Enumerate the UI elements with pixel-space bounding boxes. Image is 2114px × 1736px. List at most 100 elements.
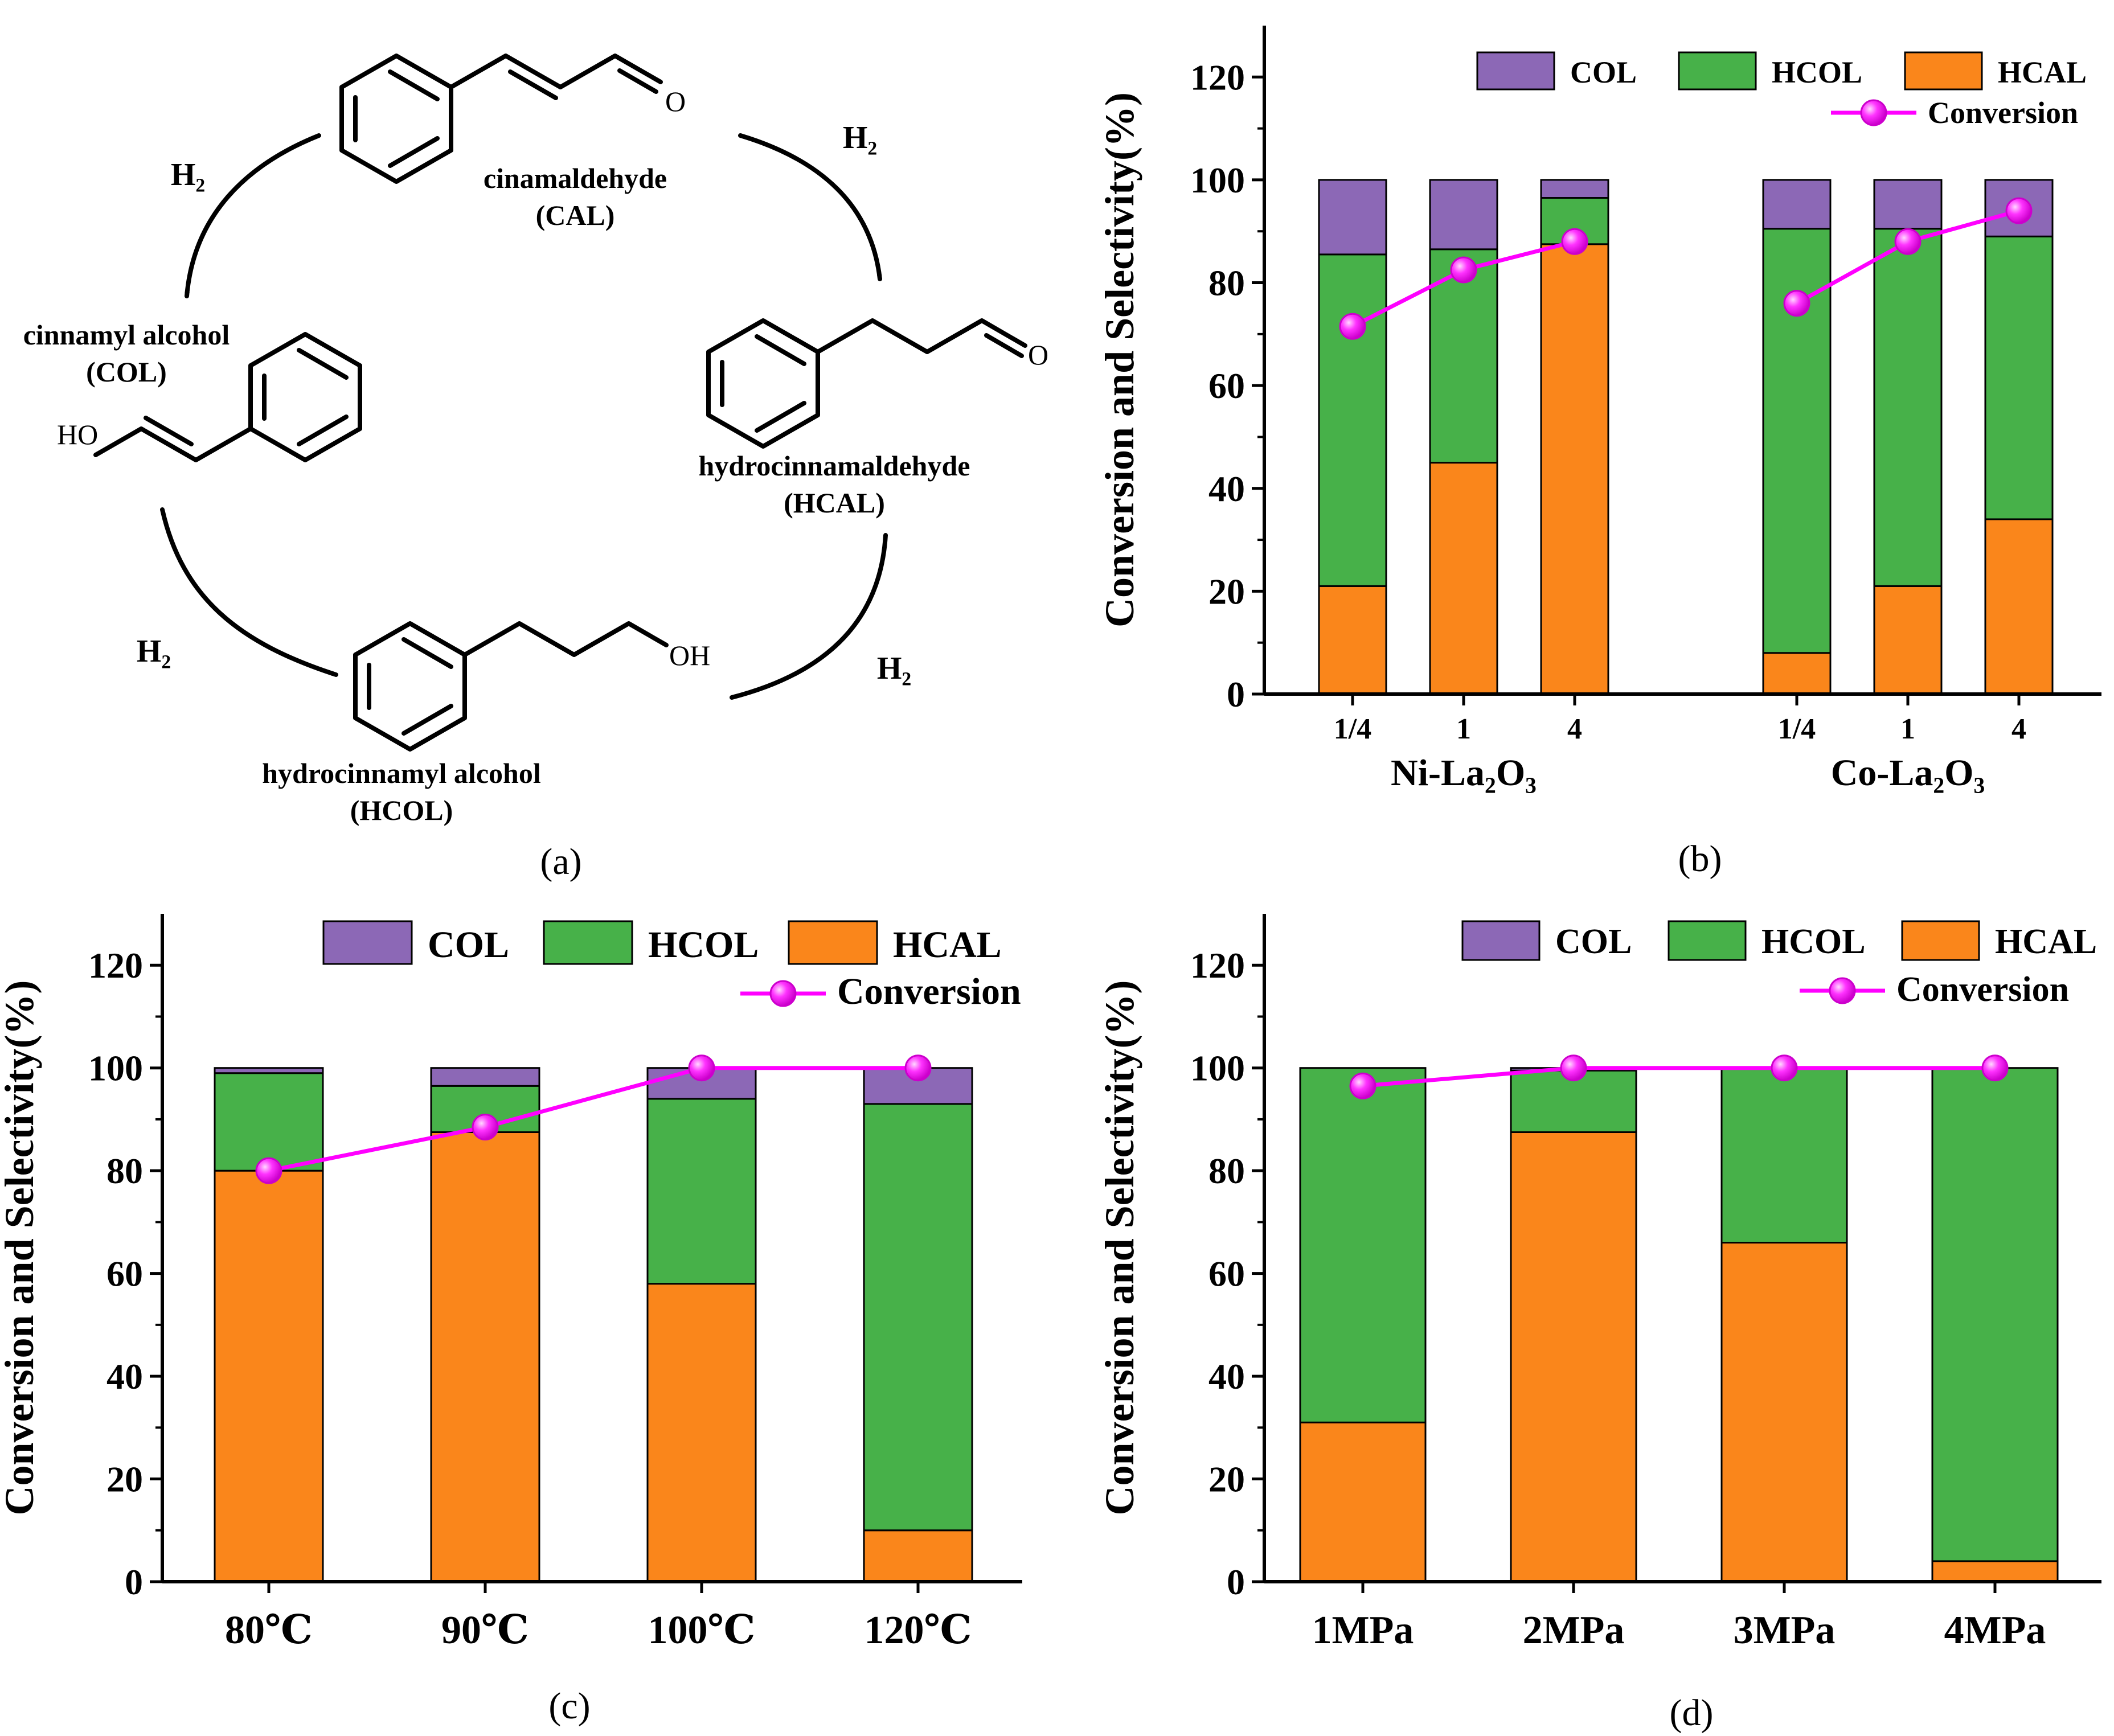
bar-hcal-4 bbox=[863, 1529, 973, 1583]
x-tick-label: 1MPa bbox=[1312, 1608, 1414, 1652]
panel-label: (c) bbox=[548, 1685, 590, 1727]
y-tick-label: 60 bbox=[1208, 366, 1245, 406]
conversion-marker bbox=[2005, 197, 2033, 224]
x-tick-label: 90℃ bbox=[441, 1608, 529, 1652]
x-tick-label: 1 bbox=[1900, 713, 1915, 745]
y-tick-label: 80 bbox=[1208, 263, 1245, 303]
bar-hcal-4 bbox=[1931, 1560, 2059, 1583]
legend-conversion-marker bbox=[769, 980, 797, 1007]
reaction-scheme bbox=[93, 54, 1027, 752]
col-molecule bbox=[93, 332, 362, 462]
legend-label-hcol: HCOL bbox=[648, 924, 759, 966]
y-axis-title: Conversion and Selectivity(%) bbox=[1097, 92, 1142, 627]
chart-panel-b: 0 20 40 60 80 100 120 1/4 1 4 1/4 1 4 Ni-La₂O₃ Co-La₂O… bbox=[1097, 26, 2101, 880]
y-tick-label: 0 bbox=[1227, 674, 1245, 715]
bar-hcal-3 bbox=[646, 1283, 757, 1583]
legend-label-conversion: Conversion bbox=[1928, 96, 2078, 130]
bar-col-1 bbox=[214, 1067, 324, 1074]
legend-label-hcol: HCOL bbox=[1761, 922, 1866, 961]
conversion-marker bbox=[904, 1054, 932, 1082]
legend-conversion-marker bbox=[1829, 977, 1856, 1004]
legend-conversion-marker bbox=[1860, 99, 1887, 126]
x-tick-label: 1/4 bbox=[1334, 713, 1371, 745]
atom-oh-hcol: OH bbox=[669, 639, 710, 671]
bar-col-3 bbox=[1540, 179, 1609, 199]
legend-label-hcol: HCOL bbox=[1772, 55, 1862, 89]
chart-panel-c: 0 20 40 60 80 100 120 80℃ 90℃ 100℃ 120℃ Conversion … bbox=[0, 914, 1022, 1727]
legend-label-hcal: HCAL bbox=[1998, 55, 2087, 89]
y-tick-label: 0 bbox=[1227, 1562, 1245, 1602]
scheme-labels: O O HO OH cinamaldehyde (CAL) cinnamyl a… bbox=[23, 85, 1048, 883]
y-tick-label: 20 bbox=[1208, 571, 1245, 612]
bar-hcal-4 bbox=[1762, 652, 1832, 695]
legend-swatch-col bbox=[1461, 920, 1541, 961]
y-tick-label: 40 bbox=[1208, 1356, 1245, 1397]
y-tick-label: 120 bbox=[1190, 945, 1245, 986]
conversion-marker bbox=[472, 1113, 499, 1140]
arrow-col-to-hcol bbox=[160, 507, 338, 677]
bar-hcol-3 bbox=[646, 1098, 757, 1285]
bar-col-5 bbox=[1873, 179, 1943, 230]
bar-hcol-1 bbox=[1318, 253, 1387, 587]
legend-swatch-hcal bbox=[788, 920, 878, 965]
conversion-marker bbox=[1894, 228, 1922, 255]
h2-label-cal-col: H₂ bbox=[171, 157, 205, 192]
y-tick-label: 100 bbox=[88, 1048, 143, 1089]
conversion-marker bbox=[1349, 1072, 1376, 1099]
legend-swatch-col bbox=[322, 920, 413, 965]
atom-o-hcal: O bbox=[1028, 339, 1048, 371]
legend-label-hcal: HCAL bbox=[1995, 922, 2097, 961]
hcal-abbr: (HCAL) bbox=[784, 487, 885, 519]
bar-hcol-6 bbox=[1984, 235, 2054, 520]
x-tick-label: 1/4 bbox=[1778, 713, 1816, 745]
bar-hcol-1 bbox=[1299, 1067, 1427, 1423]
bar-hcal-3 bbox=[1540, 243, 1609, 695]
y-tick-label: 60 bbox=[1208, 1254, 1245, 1294]
conversion-marker bbox=[1450, 256, 1477, 284]
h2-label-hcal-hcol: H₂ bbox=[877, 651, 911, 686]
chart-panel-d: 0 20 40 60 80 100 120 1MPa 2MPa 3MPa 4MPa Conversio… bbox=[1097, 914, 2101, 1734]
col-abbr: (COL) bbox=[86, 356, 167, 388]
hcal-name: hydrocinnamaldehyde bbox=[699, 450, 970, 482]
y-tick-label: 20 bbox=[1208, 1459, 1245, 1500]
legend-label-col: COL bbox=[1555, 922, 1632, 961]
legend-label-conversion: Conversion bbox=[837, 971, 1021, 1012]
bar-hcol-2 bbox=[1429, 248, 1498, 464]
conversion-marker bbox=[1560, 1054, 1587, 1082]
bar-hcol-5 bbox=[1873, 228, 1943, 587]
hcal-molecule bbox=[706, 318, 1027, 449]
bar-hcal-2 bbox=[1510, 1131, 1637, 1583]
y-tick-label: 40 bbox=[1208, 469, 1245, 509]
legend-swatch-hcol bbox=[1668, 920, 1747, 961]
conversion-line bbox=[1362, 1066, 1995, 1088]
x-tick-label: 4MPa bbox=[1944, 1608, 2046, 1652]
bar-hcal-6 bbox=[1984, 518, 2054, 695]
y-axis-title: Conversion and Selectivity(%) bbox=[0, 980, 42, 1516]
y-tick-label: 20 bbox=[106, 1459, 143, 1500]
y-tick-label: 100 bbox=[1190, 1048, 1245, 1089]
bar-col-1 bbox=[1318, 179, 1387, 256]
legend-swatch-hcol bbox=[1678, 51, 1757, 91]
group-label: Ni-La₂O₃ bbox=[1391, 752, 1537, 794]
legend-label-conversion: Conversion bbox=[1896, 970, 2069, 1009]
y-tick-label: 100 bbox=[1190, 160, 1245, 200]
x-tick-label: 100℃ bbox=[648, 1608, 756, 1652]
y-tick-label: 80 bbox=[106, 1151, 143, 1191]
bar-hcol-1 bbox=[214, 1072, 324, 1172]
y-tick-label: 120 bbox=[88, 945, 143, 986]
bar-hcal-1 bbox=[1299, 1421, 1427, 1583]
x-tick-label: 4 bbox=[1567, 713, 1582, 745]
legend-swatch-hcol bbox=[543, 920, 633, 965]
legend-swatch-col bbox=[1476, 51, 1555, 91]
hcol-molecule bbox=[353, 621, 669, 752]
conversion-marker bbox=[1561, 228, 1588, 255]
y-tick-label: 40 bbox=[106, 1356, 143, 1397]
arrow-hcal-to-hcol bbox=[730, 533, 888, 700]
bar-col-2 bbox=[1429, 179, 1498, 251]
legend-label-hcal: HCAL bbox=[893, 924, 1002, 966]
hcol-name: hydrocinnamyl alcohol bbox=[262, 757, 541, 789]
conversion-marker bbox=[1783, 290, 1810, 317]
bar-col-4 bbox=[1762, 179, 1832, 230]
x-tick-label: 3MPa bbox=[1734, 1608, 1836, 1652]
